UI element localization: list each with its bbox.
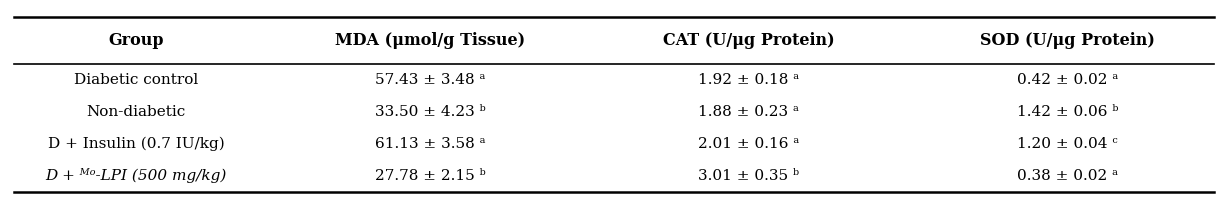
Text: Non-diabetic: Non-diabetic	[86, 105, 185, 119]
Text: 0.42 ± 0.02 ᵃ: 0.42 ± 0.02 ᵃ	[1017, 72, 1117, 86]
Text: SOD (U/μg Protein): SOD (U/μg Protein)	[980, 32, 1154, 49]
Text: 61.13 ± 3.58 ᵃ: 61.13 ± 3.58 ᵃ	[375, 137, 485, 151]
Text: 3.01 ± 0.35 ᵇ: 3.01 ± 0.35 ᵇ	[699, 169, 799, 183]
Text: Diabetic control: Diabetic control	[74, 72, 198, 86]
Text: 1.88 ± 0.23 ᵃ: 1.88 ± 0.23 ᵃ	[699, 105, 799, 119]
Text: Group: Group	[108, 32, 163, 49]
Text: 1.20 ± 0.04 ᶜ: 1.20 ± 0.04 ᶜ	[1017, 137, 1117, 151]
Text: 57.43 ± 3.48 ᵃ: 57.43 ± 3.48 ᵃ	[375, 72, 485, 86]
Text: 1.42 ± 0.06 ᵇ: 1.42 ± 0.06 ᵇ	[1017, 105, 1117, 119]
Text: D + ᴹᵒ-LPI (500 mg/kg): D + ᴹᵒ-LPI (500 mg/kg)	[45, 168, 227, 183]
Text: D + Insulin (0.7 IU/kg): D + Insulin (0.7 IU/kg)	[48, 137, 225, 151]
Text: 1.92 ± 0.18 ᵃ: 1.92 ± 0.18 ᵃ	[699, 72, 799, 86]
Text: MDA (μmol/g Tissue): MDA (μmol/g Tissue)	[335, 32, 526, 49]
Text: 27.78 ± 2.15 ᵇ: 27.78 ± 2.15 ᵇ	[375, 169, 485, 183]
Text: 2.01 ± 0.16 ᵃ: 2.01 ± 0.16 ᵃ	[698, 137, 799, 151]
Text: CAT (U/μg Protein): CAT (U/μg Protein)	[663, 32, 835, 49]
Text: 0.38 ± 0.02 ᵃ: 0.38 ± 0.02 ᵃ	[1017, 169, 1117, 183]
Text: 33.50 ± 4.23 ᵇ: 33.50 ± 4.23 ᵇ	[375, 105, 485, 119]
